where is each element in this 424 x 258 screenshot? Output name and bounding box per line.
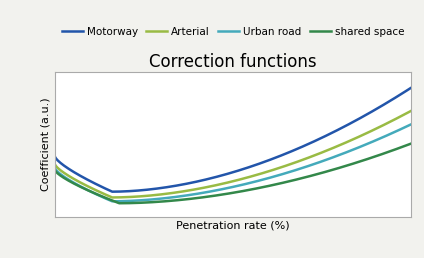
- Arterial: [312, 154, 318, 157]
- Arterial: [170, 191, 175, 195]
- Arterial: [409, 109, 414, 112]
- Y-axis label: Coefficient (a.u.): Coefficient (a.u.): [41, 98, 51, 191]
- Motorway: [53, 156, 58, 159]
- Line: Urban road: Urban road: [55, 124, 411, 201]
- shared space: [278, 182, 283, 185]
- Motorway: [312, 140, 318, 143]
- Motorway: [310, 140, 315, 143]
- shared space: [53, 169, 58, 172]
- Urban road: [310, 163, 315, 166]
- Urban road: [278, 173, 283, 176]
- Motorway: [95, 183, 100, 187]
- Title: Correction functions: Correction functions: [149, 53, 317, 71]
- Motorway: [409, 86, 414, 89]
- shared space: [95, 193, 100, 196]
- Urban road: [170, 196, 175, 199]
- Arterial: [310, 154, 315, 157]
- Urban road: [110, 200, 115, 203]
- Urban road: [195, 192, 200, 195]
- Line: shared space: shared space: [55, 143, 411, 203]
- Motorway: [195, 180, 200, 183]
- Urban road: [53, 167, 58, 170]
- shared space: [312, 173, 318, 176]
- Arterial: [53, 163, 58, 166]
- Arterial: [195, 188, 200, 191]
- Line: Motorway: Motorway: [55, 88, 411, 192]
- Motorway: [278, 154, 283, 157]
- Line: Arterial: Arterial: [55, 111, 411, 197]
- shared space: [170, 199, 175, 202]
- shared space: [409, 142, 414, 145]
- Urban road: [95, 194, 100, 197]
- Urban road: [409, 123, 414, 126]
- shared space: [117, 202, 122, 205]
- Motorway: [110, 190, 115, 193]
- Urban road: [312, 162, 318, 165]
- shared space: [195, 197, 200, 200]
- Legend: Motorway, Arterial, Urban road, shared space: Motorway, Arterial, Urban road, shared s…: [58, 22, 409, 41]
- Arterial: [110, 196, 115, 199]
- Motorway: [170, 185, 175, 188]
- Arterial: [95, 190, 100, 193]
- shared space: [310, 174, 315, 177]
- X-axis label: Penetration rate (%): Penetration rate (%): [176, 221, 290, 231]
- Arterial: [278, 166, 283, 169]
